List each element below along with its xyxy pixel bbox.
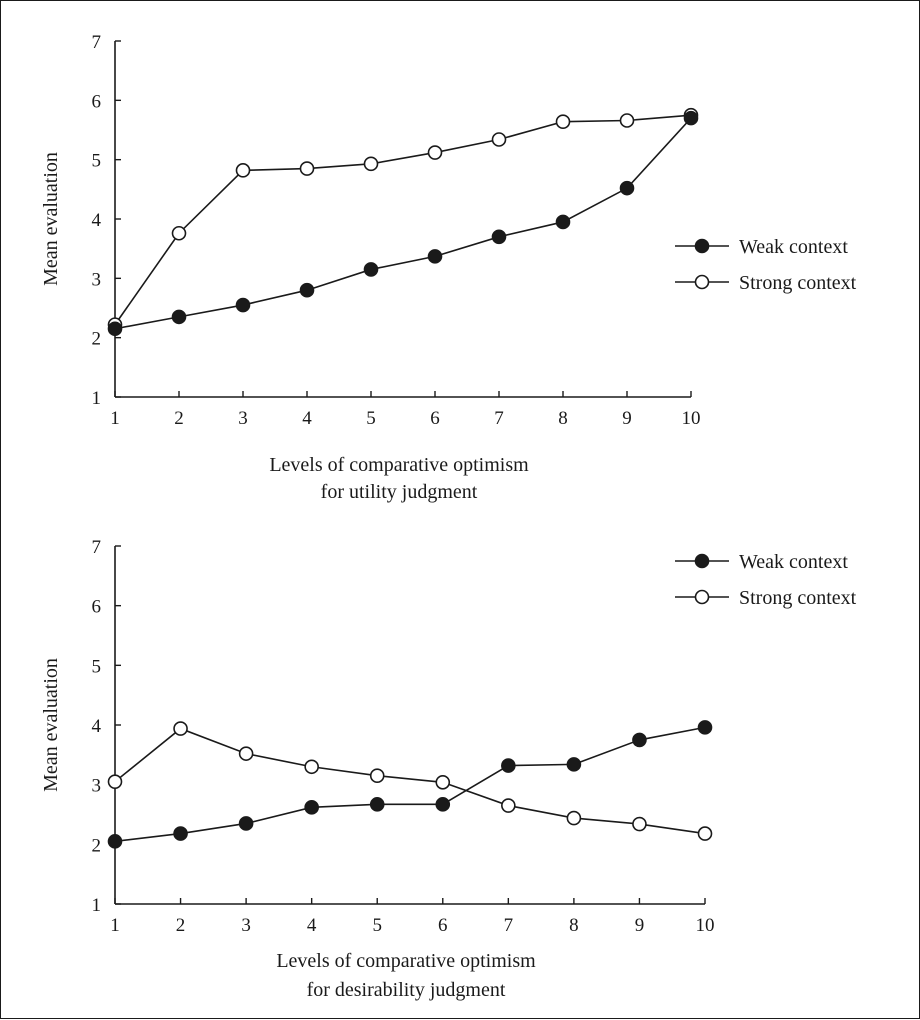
strong-context-point (304, 759, 319, 775)
x-axis-label-line-1: Levels of comparative optimism (276, 950, 536, 972)
x-tick-label: 2 (174, 408, 184, 429)
strong-context-point (501, 798, 516, 813)
strong-context-point (363, 156, 379, 172)
strong-context-point (435, 774, 451, 790)
weak-context-point (235, 297, 251, 313)
y-axis-label: Mean evaluation (40, 658, 62, 792)
y-tick-label: 5 (92, 656, 102, 677)
y-tick-label: 1 (92, 895, 102, 916)
weak-context-point (107, 321, 123, 337)
weak-context-point (501, 758, 516, 773)
weak-context-point (171, 309, 187, 325)
x-tick-label: 2 (176, 915, 186, 936)
y-axis-label: Mean evaluation (40, 152, 62, 286)
x-tick-label: 6 (438, 915, 448, 936)
weak-context-point (299, 282, 315, 298)
legend-marker (694, 274, 710, 290)
strong-context-line (114, 727, 706, 835)
x-axis-label-line-2: for utility judgment (321, 481, 478, 503)
strong-context-point (171, 225, 187, 241)
x-tick-label: 1 (110, 915, 120, 936)
x-tick-label: 10 (682, 408, 701, 429)
strong-context-point (491, 132, 507, 147)
x-axis-label-line-2: for desirability judgment (307, 979, 506, 1001)
weak-context-point (304, 800, 319, 815)
weak-context-line (114, 117, 692, 330)
weak-context-point (107, 834, 123, 849)
x-tick-label: 7 (494, 408, 504, 429)
strong-context-point (427, 145, 443, 160)
y-tick-label: 2 (92, 329, 102, 350)
strong-context-point (238, 746, 254, 761)
x-tick-label: 3 (238, 408, 248, 429)
weak-context-point (697, 720, 713, 735)
x-tick-label: 5 (366, 408, 376, 429)
weak-context-point (619, 180, 635, 196)
strong-context-point (619, 113, 635, 128)
weak-context-point (632, 732, 647, 748)
weak-context-point (369, 797, 385, 812)
y-tick-label: 2 (92, 835, 102, 856)
x-tick-label: 6 (430, 408, 440, 429)
legend-item-weak-context: Weak context (675, 236, 848, 258)
strong-context-point (697, 826, 713, 841)
strong-context-point (235, 163, 251, 178)
strong-context-line (114, 114, 692, 326)
y-tick-label: 6 (92, 597, 102, 618)
strong-context-point (299, 161, 315, 176)
legend-label: Weak context (739, 236, 848, 258)
strong-context-point (566, 810, 582, 826)
weak-context-point (566, 757, 582, 772)
x-tick-label: 10 (696, 915, 715, 936)
weak-context-point (491, 229, 507, 245)
legend-item-strong-context: Strong context (675, 587, 857, 609)
x-axis-label-line-1: Levels of comparative optimism (269, 454, 529, 476)
legend-item-weak-context: Weak context (675, 551, 848, 573)
legend-marker (694, 553, 710, 569)
y-tick-label: 1 (92, 388, 102, 409)
strong-context-point (173, 721, 188, 736)
x-tick-label: 5 (372, 915, 382, 936)
chart-panel-1: 1 2 3 4 5 6 7 1 2 3 4 5 6 7 8 9 10 Mean evaluation Levels … (40, 32, 857, 503)
y-tick-label: 3 (92, 269, 102, 290)
weak-context-point (435, 797, 451, 812)
x-tick-label: 9 (622, 408, 632, 429)
strong-context-point (369, 768, 385, 784)
legend-label: Weak context (739, 551, 848, 573)
weak-context-point (683, 110, 699, 126)
legend-item-strong-context: Strong context (675, 272, 857, 294)
x-tick-label: 1 (110, 408, 120, 429)
x-tick-label: 7 (504, 915, 514, 936)
y-tick-label: 7 (92, 537, 102, 558)
strong-context-point (555, 114, 571, 129)
x-tick-label: 4 (302, 408, 312, 429)
y-tick-label: 3 (92, 776, 102, 797)
y-tick-label: 4 (92, 716, 102, 737)
weak-context-point (427, 249, 443, 264)
strong-context-point (107, 774, 123, 789)
weak-context-point (363, 262, 379, 277)
y-tick-label: 5 (92, 151, 102, 172)
y-tick-label: 7 (92, 32, 102, 53)
y-tick-label: 6 (92, 91, 102, 112)
weak-context-point (238, 816, 254, 831)
y-tick-label: 4 (92, 210, 102, 231)
legend-label: Strong context (739, 587, 857, 609)
x-tick-label: 9 (635, 915, 645, 936)
x-tick-label: 3 (241, 915, 251, 936)
legend-label: Strong context (739, 272, 857, 294)
weak-context-line (114, 726, 706, 843)
legend-marker (694, 589, 710, 605)
x-tick-label: 4 (307, 915, 317, 936)
chart-panel-2: 1 2 3 4 5 6 7 1 2 3 4 5 6 7 8 9 10 Mean evaluation Levels … (40, 537, 857, 1001)
weak-context-point (173, 826, 188, 841)
legend-marker (694, 238, 710, 254)
x-tick-label: 8 (569, 915, 579, 936)
strong-context-point (632, 816, 647, 832)
weak-context-point (555, 214, 571, 230)
x-tick-label: 8 (558, 408, 568, 429)
